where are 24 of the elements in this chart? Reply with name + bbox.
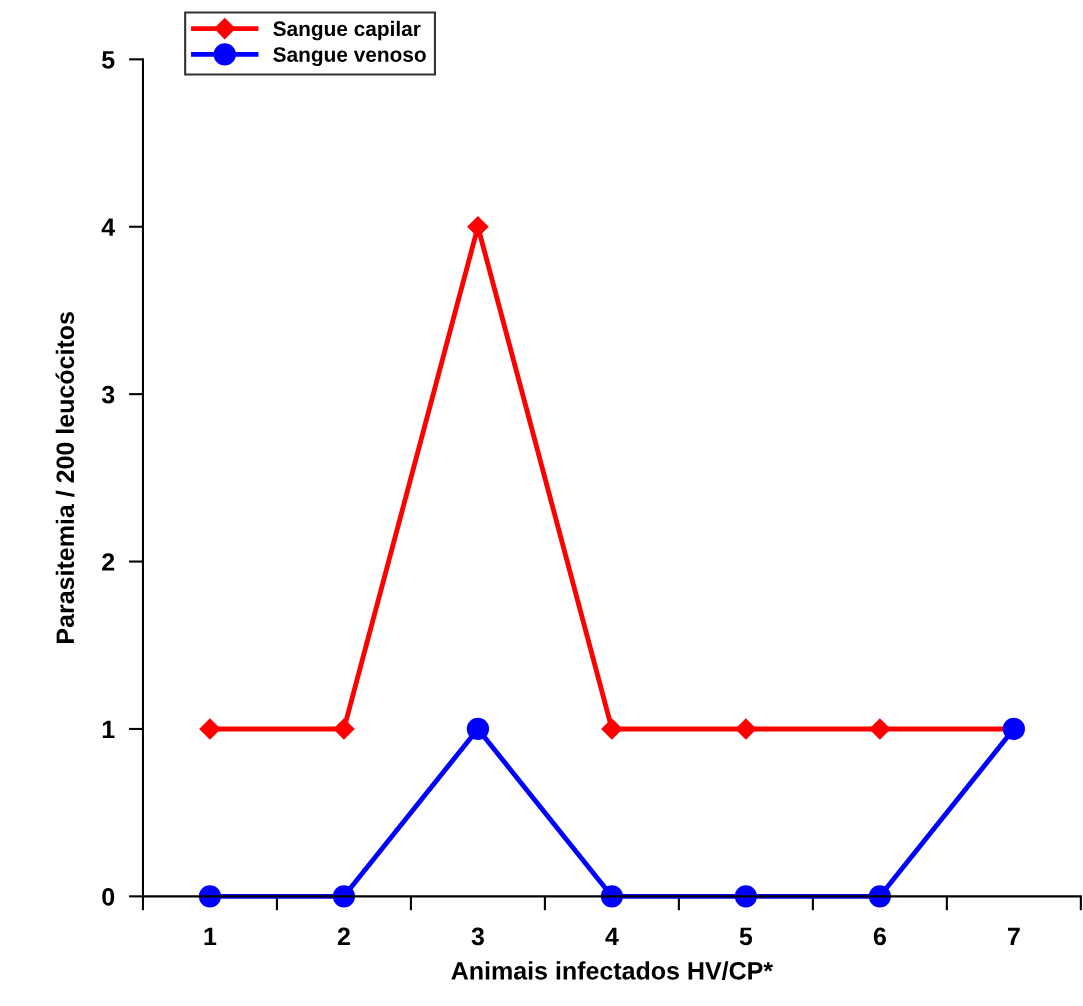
x-axis-title: Animais infectados HV/CP* (451, 961, 774, 980)
y-tick-label: 2 (102, 553, 115, 571)
point (466, 717, 490, 741)
point (735, 718, 757, 740)
x-tick-label: 5 (739, 927, 753, 946)
x-tick-label: 2 (337, 927, 350, 946)
point (333, 718, 355, 740)
point (869, 718, 891, 740)
y-tick-label: 1 (102, 720, 115, 739)
legend-label: Sangue venoso (273, 47, 426, 67)
point (467, 216, 489, 238)
x-tick-label: 6 (873, 927, 886, 946)
y-tick-label: 5 (102, 51, 115, 69)
legend-label: Sangue capilar (273, 20, 421, 41)
y-axis-title: Parasitemia / 200 leucócitos (55, 312, 75, 643)
x-tick-label: 1 (204, 927, 217, 946)
y-tick-label: 4 (101, 218, 116, 236)
y-tick-label: 3 (101, 385, 115, 404)
x-tick-label: 7 (1007, 927, 1020, 946)
point (199, 718, 221, 740)
x-tick-label: 4 (605, 927, 619, 946)
point (601, 718, 623, 740)
y-tick-label: 0 (102, 887, 115, 906)
x-tick-label: 3 (471, 927, 484, 946)
